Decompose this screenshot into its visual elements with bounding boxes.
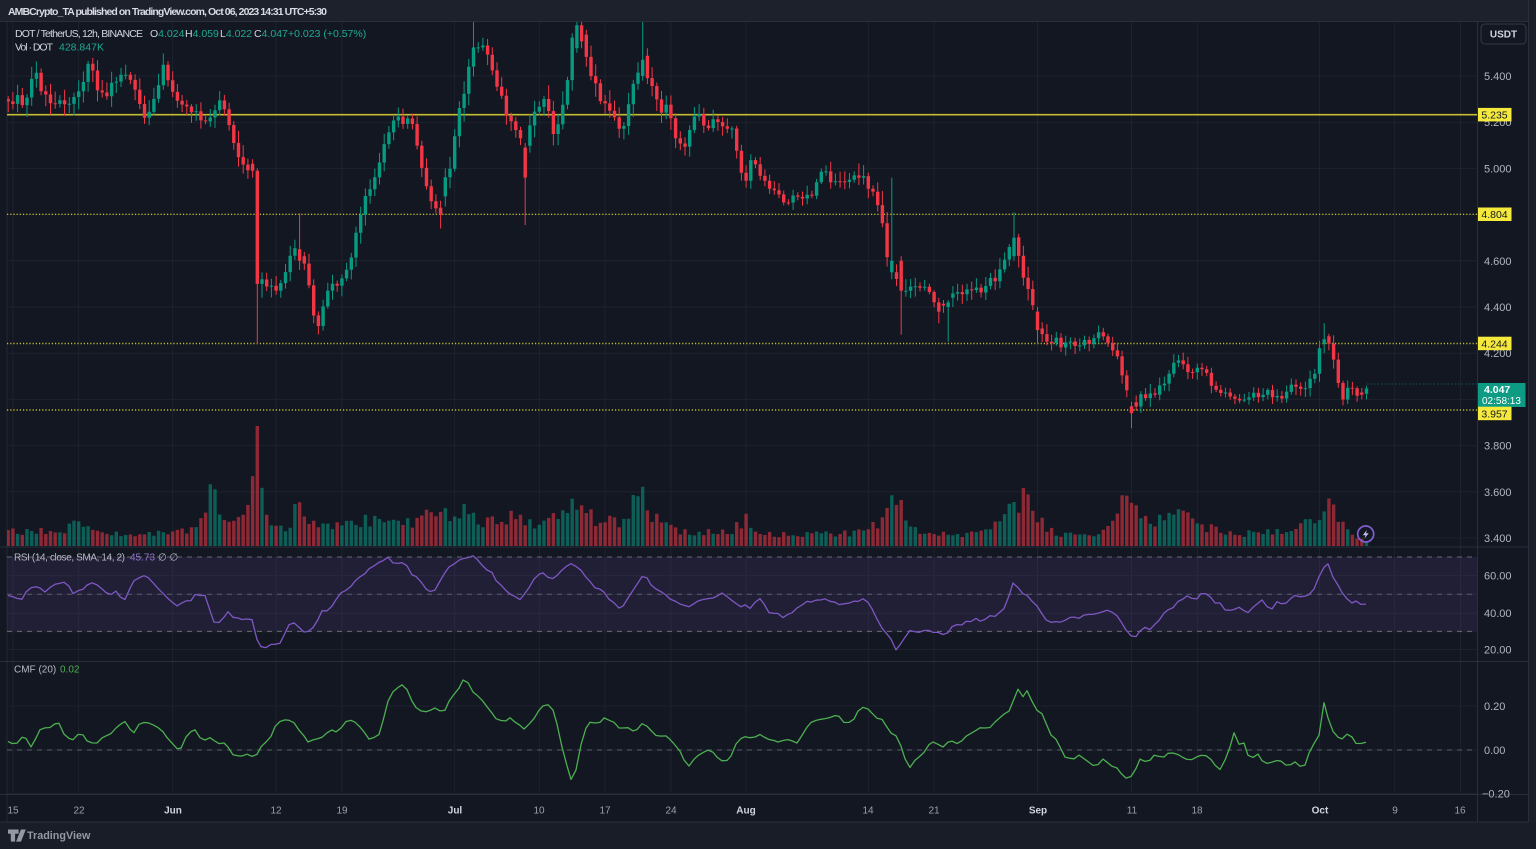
svg-text:Aug: Aug — [736, 806, 755, 817]
svg-text:+0.023 (+0.57%): +0.023 (+0.57%) — [288, 28, 366, 40]
svg-text:3.400: 3.400 — [1484, 533, 1512, 545]
svg-text:16: 16 — [1454, 806, 1466, 817]
svg-text:22: 22 — [73, 806, 85, 817]
svg-text:14: 14 — [862, 806, 874, 817]
svg-text:20.00: 20.00 — [1484, 645, 1512, 657]
svg-text:USDT: USDT — [1490, 30, 1517, 41]
svg-text:Jun: Jun — [164, 806, 182, 817]
svg-text:0.00: 0.00 — [1484, 745, 1505, 757]
svg-text:21: 21 — [928, 806, 940, 817]
svg-text:C4.047: C4.047 — [254, 28, 288, 40]
svg-text:−0.20: −0.20 — [1482, 789, 1510, 801]
svg-text:45.73: 45.73 — [130, 553, 155, 564]
svg-text:11: 11 — [1127, 806, 1138, 817]
svg-text:CMF (20): CMF (20) — [14, 665, 56, 676]
svg-text:4.400: 4.400 — [1484, 302, 1512, 314]
svg-text:Oct: Oct — [1312, 806, 1329, 817]
svg-text:AMBCrypto_TA published on Trad: AMBCrypto_TA published on TradingView.co… — [8, 6, 327, 18]
svg-text:3.957: 3.957 — [1481, 408, 1507, 420]
svg-text:5.400: 5.400 — [1484, 71, 1512, 83]
svg-text:Jul: Jul — [448, 806, 463, 817]
svg-text:60.00: 60.00 — [1484, 571, 1512, 583]
svg-text:18: 18 — [1191, 806, 1203, 817]
svg-text:02:58:13: 02:58:13 — [1482, 396, 1521, 407]
svg-text:H4.059: H4.059 — [185, 28, 219, 40]
svg-text:Sep: Sep — [1029, 806, 1047, 817]
svg-text:24: 24 — [665, 806, 677, 817]
svg-text:∅ ∅: ∅ ∅ — [158, 553, 178, 564]
svg-text:4.804: 4.804 — [1481, 209, 1507, 221]
svg-text:15: 15 — [7, 806, 19, 817]
svg-text:5.235: 5.235 — [1481, 110, 1507, 122]
svg-text:428.847K: 428.847K — [59, 42, 104, 54]
svg-text:TradingView: TradingView — [27, 830, 91, 842]
svg-text:O4.024: O4.024 — [150, 28, 185, 40]
svg-text:17: 17 — [599, 806, 611, 817]
svg-text:19: 19 — [336, 806, 348, 817]
svg-text:RSI (14, close, SMA, 14, 2): RSI (14, close, SMA, 14, 2) — [14, 553, 125, 564]
svg-text:3.600: 3.600 — [1484, 487, 1512, 499]
svg-text:4.244: 4.244 — [1481, 338, 1507, 350]
svg-text:0.20: 0.20 — [1484, 701, 1505, 713]
svg-text:12: 12 — [270, 806, 282, 817]
svg-text:Vol · DOT: Vol · DOT — [15, 42, 54, 54]
svg-text:5.000: 5.000 — [1484, 163, 1512, 175]
svg-text:0.02: 0.02 — [60, 665, 80, 676]
svg-text:4.200: 4.200 — [1484, 348, 1512, 360]
svg-text:40.00: 40.00 — [1484, 608, 1512, 620]
svg-text:3.800: 3.800 — [1484, 441, 1512, 453]
svg-text:L4.022: L4.022 — [220, 28, 252, 40]
svg-text:9: 9 — [1392, 806, 1398, 817]
svg-text:DOT / TetherUS, 12h, BINANCE: DOT / TetherUS, 12h, BINANCE — [15, 28, 143, 40]
svg-text:4.047: 4.047 — [1484, 384, 1510, 396]
svg-text:4.600: 4.600 — [1484, 256, 1512, 268]
svg-text:10: 10 — [533, 806, 545, 817]
